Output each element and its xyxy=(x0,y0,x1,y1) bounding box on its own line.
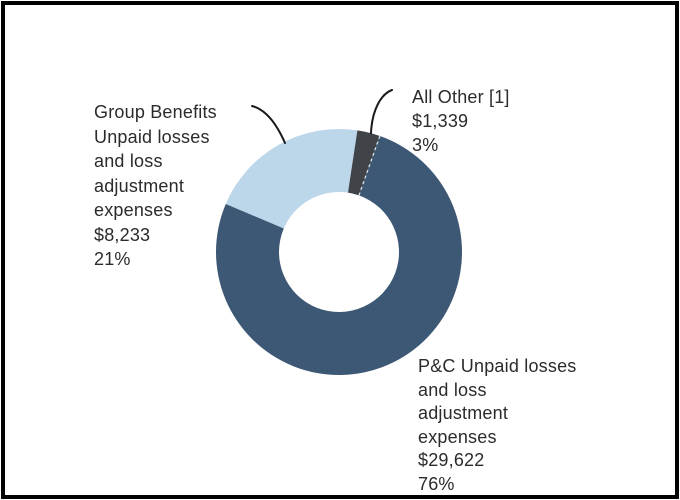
donut-slices xyxy=(216,128,463,375)
slice-label-text: All Other [1] xyxy=(412,87,510,107)
slice-label-text: Group Benefits Unpaid losses and loss ad… xyxy=(94,102,217,220)
donut-slice-2 xyxy=(216,135,463,375)
slice-value: $29,622 xyxy=(418,450,485,470)
slice-percent: 21% xyxy=(94,249,131,269)
donut-slice-1 xyxy=(347,130,380,196)
slice-value: $8,233 xyxy=(94,224,151,245)
leader-line-group-benefits xyxy=(251,105,286,144)
slice-percent: 76% xyxy=(418,473,455,494)
label-pc-unpaid-losses: P&C Unpaid losses and loss adjustment ex… xyxy=(418,355,598,496)
leader-line-all-other xyxy=(370,89,393,134)
slice-separator-dashed-line xyxy=(358,135,381,196)
label-group-benefits: Group Benefits Unpaid losses and loss ad… xyxy=(94,100,254,272)
slice-label-text: P&C Unpaid losses and loss adjustment ex… xyxy=(418,356,577,447)
label-all-other: All Other [1] $1,339 3% xyxy=(412,85,582,157)
donut-slice-0 xyxy=(225,128,358,229)
slice-value: $1,339 xyxy=(412,111,469,131)
slice-percent: 3% xyxy=(412,135,439,155)
